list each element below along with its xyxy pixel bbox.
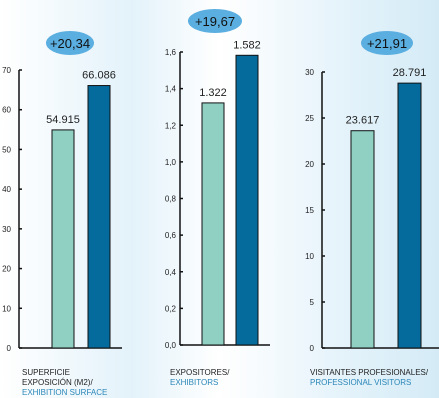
bar-value-label-1-1: 1.582: [233, 39, 261, 51]
y-tick-label-1-3: 0,6: [165, 231, 177, 240]
bar-0-0: [51, 129, 75, 349]
y-tick-label-0-1: 10: [2, 304, 11, 313]
y-tick-label-2-0: 0: [310, 344, 315, 353]
caption-surface-es-2: EXPOSICIÓN (M2)/: [22, 378, 93, 387]
y-tick-label-0-6: 60: [2, 106, 11, 115]
caption-exhibitors: EXPOSITORES/ EXHIBITORS: [170, 368, 229, 388]
y-tick-label-0-0: 0: [7, 344, 12, 353]
y-tick-label-2-5: 25: [305, 114, 314, 123]
y-tick-label-2-6: 30: [305, 68, 314, 77]
y-tick-label-0-7: 70: [2, 66, 11, 75]
growth-badge-label-0: +20,34: [50, 36, 90, 51]
y-tick-label-0-3: 30: [2, 225, 11, 234]
y-tick-label-0-2: 20: [2, 265, 11, 274]
y-tick-label-0-5: 50: [2, 145, 11, 154]
y-tick-label-1-8: 1,6: [165, 48, 177, 57]
growth-badge-label-2: +21,91: [367, 36, 407, 51]
caption-surface-en: EXHIBITION SURFACE: [22, 388, 108, 397]
caption-visitors-en: PROFESSIONAL VISITORS: [310, 378, 412, 387]
y-tick-label-0-4: 40: [2, 185, 11, 194]
bar-2-1: [397, 82, 422, 349]
caption-exhibitors-en: EXHIBITORS: [170, 378, 219, 387]
bar-1-1: [235, 54, 259, 346]
y-tick-label-1-7: 1,4: [165, 85, 177, 94]
bar-value-label-2-1: 28.791: [393, 67, 427, 79]
bar-value-label-2-0: 23.617: [346, 115, 380, 127]
growth-badge-2: [361, 31, 413, 55]
y-tick-label-1-0: 0,0: [165, 341, 177, 350]
y-tick-label-2-1: 5: [310, 298, 315, 307]
y-tick-label-2-4: 20: [305, 160, 314, 169]
growth-badge-label-1: +19,67: [195, 14, 235, 29]
caption-exhibitors-es: EXPOSITORES/: [170, 368, 230, 377]
caption-visitors: VISITANTES PROFESIONALES/ PROFESSIONAL V…: [310, 368, 428, 388]
y-tick-label-2-2: 10: [305, 252, 314, 261]
bar-0-1: [87, 85, 111, 349]
caption-visitors-es: VISITANTES PROFESIONALES/: [310, 368, 429, 377]
y-tick-label-2-3: 15: [305, 206, 314, 215]
growth-badge-0: [46, 31, 94, 55]
bar-2-0: [350, 130, 375, 349]
bar-1-0: [201, 102, 225, 346]
y-tick-label-1-4: 0,8: [165, 195, 177, 204]
y-tick-label-1-5: 1,0: [165, 158, 177, 167]
y-tick-label-1-2: 0,4: [165, 268, 177, 277]
caption-surface-es-1: SUPERFICIE: [22, 368, 71, 377]
growth-badge-1: [188, 9, 242, 33]
y-tick-label-1-6: 1,2: [165, 121, 177, 130]
caption-surface: SUPERFICIE EXPOSICIÓN (M2)/ EXHIBITION S…: [22, 368, 107, 398]
bar-value-label-0-0: 54.915: [46, 114, 80, 126]
bar-value-label-1-0: 1.322: [199, 87, 227, 99]
y-tick-label-1-1: 0,2: [165, 304, 177, 313]
bar-value-label-0-1: 66.086: [82, 70, 116, 82]
